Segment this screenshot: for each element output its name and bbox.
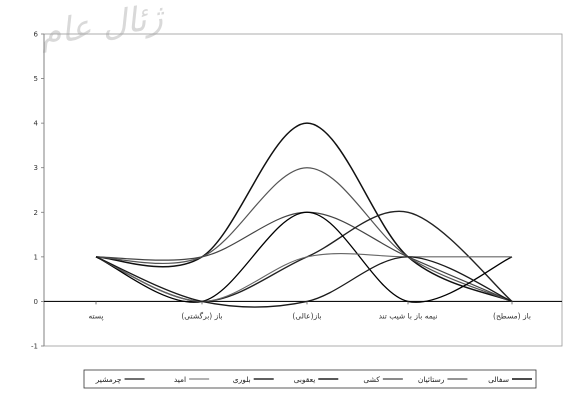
watermark: ژئال عام <box>37 0 167 54</box>
x-category-label: پسته <box>88 311 103 320</box>
x-category-label: باز (مسطح) <box>493 311 531 320</box>
legend-label: رستائیان <box>418 375 445 384</box>
legend-label: امید <box>174 375 186 384</box>
y-tick-label: 1 <box>34 253 38 261</box>
legend-label: بلوری <box>233 375 251 384</box>
legend-label: چرمشیر <box>95 375 122 384</box>
x-category-label: نیمه باز با شیب تند <box>379 311 438 320</box>
legend-label: کشی <box>363 375 380 384</box>
x-category-label: باز (برگشتی) <box>181 311 222 320</box>
plot-area <box>43 33 563 347</box>
y-tick-label: -1 <box>31 343 38 351</box>
series-line <box>95 122 513 303</box>
series-line <box>95 253 512 302</box>
x-category-label: باز(عالی) <box>292 311 321 320</box>
series-line <box>95 211 513 303</box>
series-lines <box>95 122 513 308</box>
y-tick-label: 4 <box>34 120 39 128</box>
legend: سفالی رستائیان کشی یعقوبی بلوری امید چرمشیر <box>95 375 532 384</box>
y-tick-label: 6 <box>34 31 39 39</box>
series-line <box>95 167 513 302</box>
y-ticks: -1 0 1 2 3 4 5 6 <box>31 31 44 351</box>
legend-label: سفالی <box>488 375 509 384</box>
y-tick-label: 5 <box>34 75 38 83</box>
legend-box <box>83 369 537 389</box>
y-tick-label: 0 <box>34 298 38 306</box>
legend-label: یعقوبی <box>294 375 316 384</box>
y-tick-label: 2 <box>34 209 38 217</box>
category-labels: پسته باز (برگشتی) باز(عالی) نیمه باز با شیب… <box>88 301 531 320</box>
y-tick-label: 3 <box>34 164 38 172</box>
